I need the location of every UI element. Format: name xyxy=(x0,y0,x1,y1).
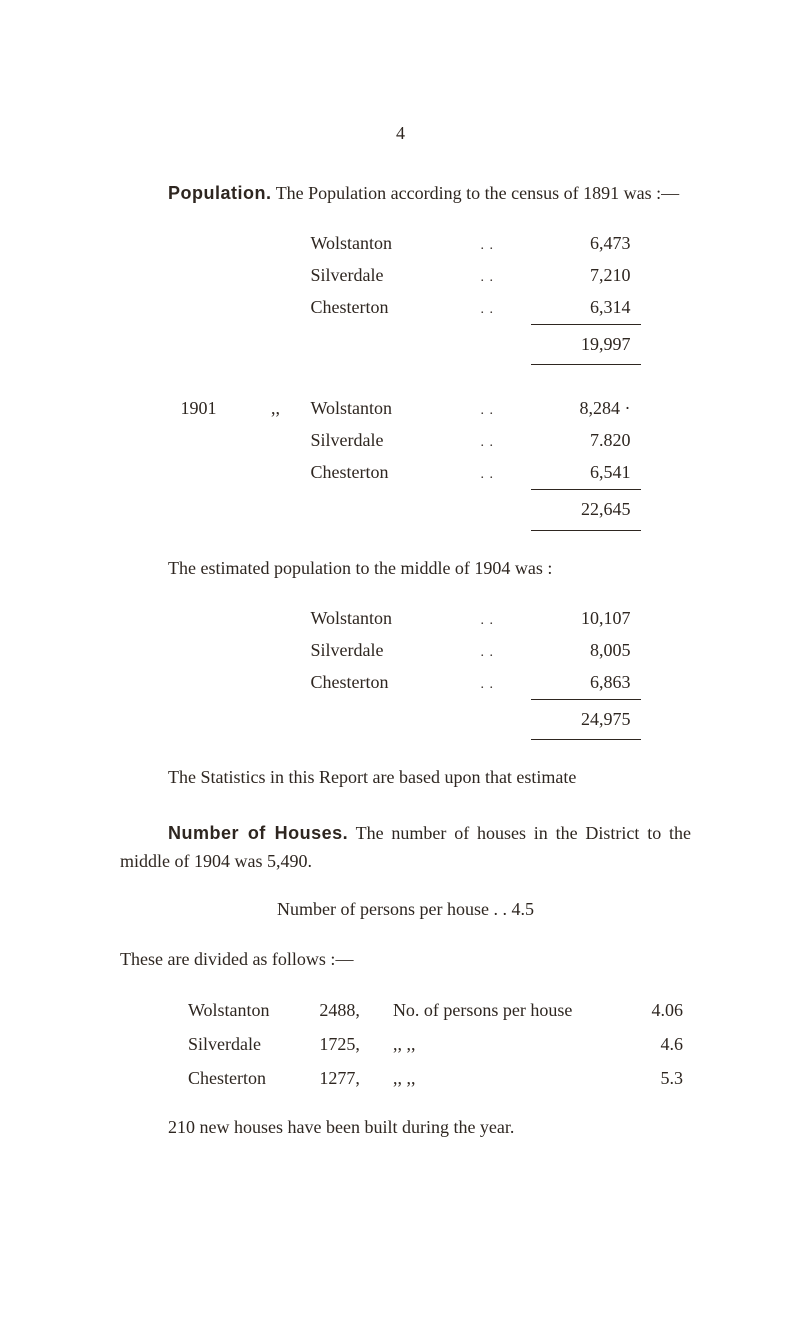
houses-divided: These are divided as follows :— xyxy=(120,946,691,974)
value-cell: 6,541 xyxy=(531,457,641,489)
table-row: Silverdale . . 7,210 xyxy=(171,260,641,292)
table-row: Wolstanton 2488, No. of persons per hous… xyxy=(180,994,691,1028)
total-cell: 24,975 xyxy=(531,699,641,740)
houses-heading: Number of Houses. xyxy=(168,823,348,843)
page-number: 4 xyxy=(396,120,405,148)
place-cell: Silverdale xyxy=(301,635,471,667)
table-row: Chesterton 1277, ,, ,, 5.3 xyxy=(180,1062,691,1096)
year-cell: 1901 xyxy=(171,393,251,425)
estimate-table: Wolstanton . . 10,107 Silverdale . . 8,0… xyxy=(171,603,641,741)
population-lead: The Population according to the census o… xyxy=(276,183,679,203)
ditto-cell xyxy=(251,228,301,260)
value-cell: 4.6 xyxy=(627,1028,691,1062)
num-cell: 2488, xyxy=(311,994,385,1028)
value-cell: 8,005 xyxy=(531,635,641,667)
total-row: 24,975 xyxy=(171,699,641,740)
dots-cell: . . xyxy=(471,260,531,292)
estimate-lead: The estimated population to the middle o… xyxy=(120,555,691,583)
place-cell: Chesterton xyxy=(301,457,471,489)
value-cell: 7,210 xyxy=(531,260,641,292)
place-cell: Silverdale xyxy=(301,260,471,292)
value-cell: 6,863 xyxy=(531,667,641,699)
total-cell: 22,645 xyxy=(531,490,641,531)
value-cell: 6,473 xyxy=(531,228,641,260)
value-cell: 5.3 xyxy=(627,1062,691,1096)
label-cell: ,, ,, xyxy=(385,1062,627,1096)
value-cell: 4.06 xyxy=(627,994,691,1028)
table-row: 1901 ,, Wolstanton . . 8,284 · xyxy=(171,393,641,425)
dots-cell: . . xyxy=(471,457,531,489)
page: 4 Population. The Population according t… xyxy=(0,0,801,1336)
table-row: Silverdale . . 7.820 xyxy=(171,425,641,457)
dots-cell: . . xyxy=(471,393,531,425)
table-row: Wolstanton . . 6,473 xyxy=(171,228,641,260)
dots-cell: . . xyxy=(471,603,531,635)
place-cell: Chesterton xyxy=(180,1062,311,1096)
population-table-1891: Wolstanton . . 6,473 Silverdale . . 7,21… xyxy=(171,228,641,531)
houses-table: Wolstanton 2488, No. of persons per hous… xyxy=(180,994,691,1096)
houses-section: Number of Houses. The number of houses i… xyxy=(120,820,691,1141)
place-cell: Silverdale xyxy=(301,425,471,457)
value-cell: 6,314 xyxy=(531,292,641,324)
dots-cell: . . xyxy=(471,635,531,667)
value-cell: 8,284 · xyxy=(531,393,641,425)
place-cell: Chesterton xyxy=(301,667,471,699)
estimate-tail: The Statistics in this Report are based … xyxy=(120,764,691,792)
dots-cell: . . xyxy=(471,667,531,699)
value-cell: 7.820 xyxy=(531,425,641,457)
num-cell: 1277, xyxy=(311,1062,385,1096)
houses-paragraph: Number of Houses. The number of houses i… xyxy=(120,820,691,876)
label-cell: No. of persons per house xyxy=(385,994,627,1028)
houses-closing: 210 new houses have been built during th… xyxy=(120,1114,691,1142)
population-paragraph: Population. The Population according to … xyxy=(120,180,691,208)
dots-cell: . . xyxy=(471,228,531,260)
dots-cell: . . xyxy=(471,292,531,324)
houses-measure: Number of persons per house . . 4.5 xyxy=(120,896,691,924)
place-cell: Wolstanton xyxy=(301,393,471,425)
value-cell: 10,107 xyxy=(531,603,641,635)
place-cell: Wolstanton xyxy=(301,603,471,635)
table-row: Chesterton . . 6,314 xyxy=(171,292,641,324)
place-cell: Chesterton xyxy=(301,292,471,324)
population-heading: Population. xyxy=(168,183,272,203)
table-row: Silverdale 1725, ,, ,, 4.6 xyxy=(180,1028,691,1062)
dots-cell: . . xyxy=(471,425,531,457)
table-row: Chesterton . . 6,863 xyxy=(171,667,641,699)
label-cell: ,, ,, xyxy=(385,1028,627,1062)
place-cell: Silverdale xyxy=(180,1028,311,1062)
place-cell: Wolstanton xyxy=(301,228,471,260)
num-cell: 1725, xyxy=(311,1028,385,1062)
table-row: Silverdale . . 8,005 xyxy=(171,635,641,667)
table-row: Chesterton . . 6,541 xyxy=(171,457,641,489)
total-row: 22,645 xyxy=(171,490,641,531)
total-cell: 19,997 xyxy=(531,324,641,365)
table-row: Wolstanton . . 10,107 xyxy=(171,603,641,635)
ditto-cell: ,, xyxy=(251,393,301,425)
year-cell xyxy=(171,228,251,260)
total-row: 19,997 xyxy=(171,324,641,365)
place-cell: Wolstanton xyxy=(180,994,311,1028)
